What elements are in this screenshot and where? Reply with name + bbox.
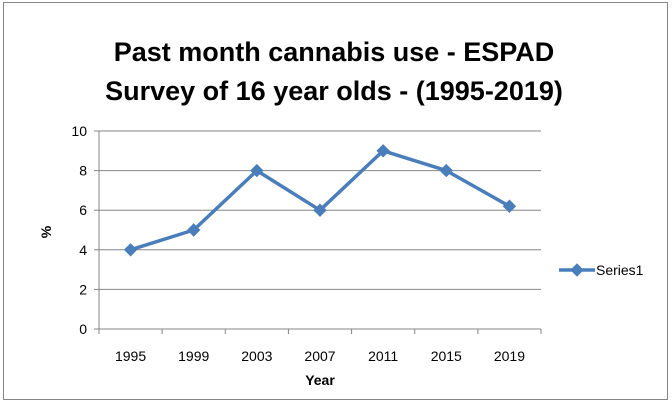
legend-marker — [570, 263, 584, 277]
data-point-marker — [250, 163, 264, 178]
data-point-marker — [502, 199, 517, 213]
x-tick-label: 1999 — [178, 348, 209, 364]
x-tick-label: 1995 — [115, 348, 146, 364]
y-tick-labels: 0 2 4 6 8 10 — [71, 123, 87, 337]
x-tick-label: 2011 — [368, 348, 398, 364]
series-lines — [123, 144, 517, 257]
y-tick-label: 8 — [79, 163, 87, 179]
x-tick-label: 2015 — [431, 348, 462, 364]
x-tick-labels: 1995 1999 2003 2007 2011 2015 2019 — [115, 348, 525, 364]
x-axis-title: Year — [305, 372, 335, 388]
chart-title-line-1: Past month cannabis use - ESPAD — [114, 37, 555, 67]
line-chart: Past month cannabis use - ESPAD Survey o… — [38, 37, 644, 388]
chart-area: Past month cannabis use - ESPAD Survey o… — [3, 2, 668, 400]
x-tick-label: 2003 — [241, 348, 272, 364]
x-tick-label: 2007 — [304, 348, 335, 364]
chart-title-line-2: Survey of 16 year olds - (1995-2019) — [105, 76, 563, 106]
data-point-marker — [313, 203, 327, 217]
y-tick-label: 10 — [71, 123, 87, 139]
data-point-marker — [439, 163, 453, 178]
x-tick-label: 2019 — [494, 348, 525, 364]
y-tick-label: 6 — [79, 202, 87, 218]
y-tick-label: 4 — [79, 242, 87, 258]
data-point-marker — [376, 144, 390, 158]
data-point-marker — [187, 223, 201, 237]
series-line — [130, 149, 511, 252]
y-axis-title: % — [38, 225, 54, 238]
y-tick-label: 2 — [79, 281, 87, 297]
y-tick-label: 0 — [79, 321, 87, 337]
axes — [94, 130, 542, 334]
legend-label: Series1 — [596, 262, 644, 278]
data-point-marker — [123, 243, 138, 257]
legend: Series1 — [559, 262, 644, 278]
